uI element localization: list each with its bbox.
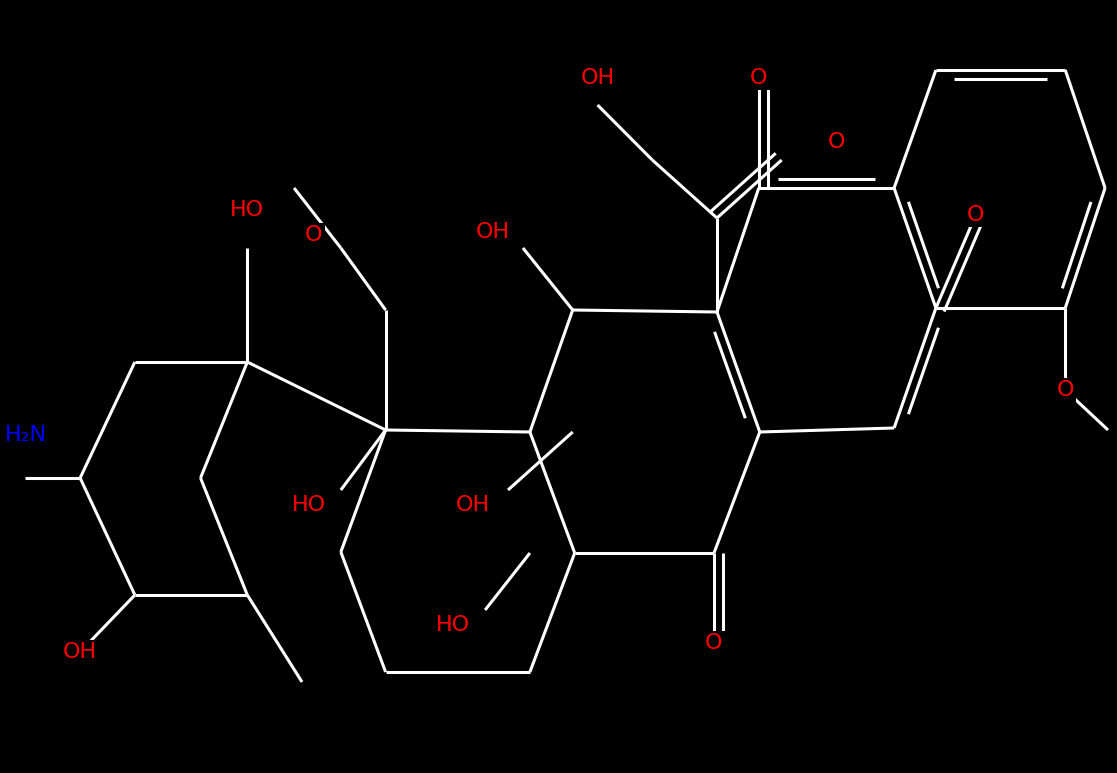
- Text: OH: OH: [581, 68, 614, 88]
- Text: HO: HO: [437, 615, 470, 635]
- Text: OH: OH: [63, 642, 97, 662]
- Text: O: O: [1057, 380, 1075, 400]
- Text: O: O: [305, 225, 323, 245]
- Text: O: O: [750, 68, 767, 88]
- Text: O: O: [828, 132, 846, 152]
- Text: OH: OH: [476, 222, 510, 242]
- Text: O: O: [705, 633, 723, 653]
- Text: HO: HO: [230, 200, 265, 220]
- Text: O: O: [967, 205, 984, 225]
- Text: H₂N: H₂N: [4, 425, 47, 445]
- Text: HO: HO: [292, 495, 326, 515]
- Text: OH: OH: [456, 495, 490, 515]
